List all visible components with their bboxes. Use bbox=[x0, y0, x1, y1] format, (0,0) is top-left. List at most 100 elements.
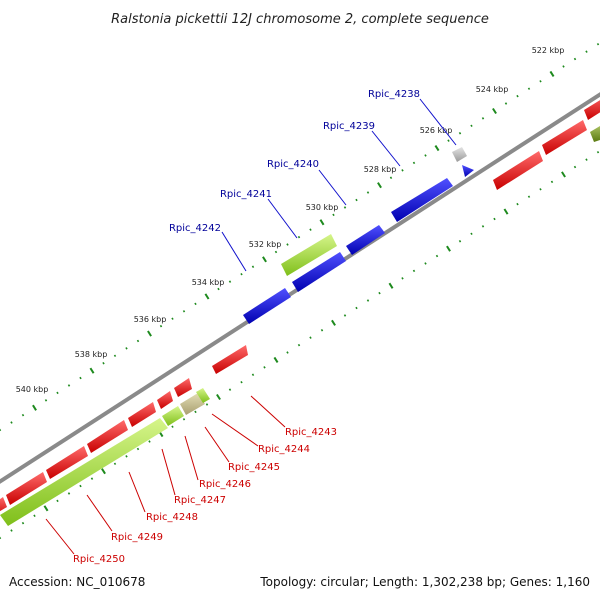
tick-mark bbox=[516, 94, 519, 98]
tick-mark bbox=[355, 306, 358, 310]
rna-gene-arrow[interactable] bbox=[196, 388, 210, 403]
tick-mark bbox=[32, 404, 37, 411]
rna-gene-arrow[interactable] bbox=[162, 406, 184, 426]
tick-mark bbox=[458, 239, 462, 243]
tick-mark bbox=[412, 269, 416, 273]
gene-label-rpic-4238[interactable]: Rpic_4238 bbox=[368, 89, 420, 100]
gene-arrow[interactable] bbox=[493, 151, 543, 190]
tick-mark bbox=[539, 188, 542, 191]
tick-mark bbox=[355, 198, 358, 202]
pseudo-gene-arrow[interactable] bbox=[180, 393, 205, 415]
gene-arrow[interactable] bbox=[0, 497, 7, 517]
tick-mark bbox=[136, 447, 140, 451]
reverse-label-leaders bbox=[45, 395, 286, 555]
rna-gene-arrow[interactable] bbox=[281, 234, 337, 276]
topology-summary: Topology: circular; Length: 1,302,238 bp… bbox=[259, 575, 590, 589]
gene-label-rpic-4239[interactable]: Rpic_4239 bbox=[323, 121, 375, 132]
tick-mark bbox=[504, 102, 508, 105]
gene-label-rpic-4244[interactable]: Rpic_4244 bbox=[258, 444, 310, 455]
tick-mark bbox=[549, 70, 555, 77]
tick-mark bbox=[366, 191, 370, 194]
gene-label-rpic-4247[interactable]: Rpic_4247 bbox=[174, 495, 226, 506]
tick-mark bbox=[79, 376, 82, 380]
map-title: Ralstonia pickettii 12J chromosome 2, co… bbox=[111, 12, 489, 27]
rna-gene-arrow[interactable] bbox=[0, 418, 168, 526]
gene-label-rpic-4241[interactable]: Rpic_4241 bbox=[220, 189, 272, 200]
tick-mark bbox=[596, 42, 600, 46]
tick-mark bbox=[113, 354, 117, 358]
gene-arrow-rpic-4240[interactable] bbox=[346, 225, 385, 255]
tick-mark bbox=[159, 324, 163, 328]
tick-mark bbox=[424, 154, 427, 157]
reverse-gene-labels: Rpic_4243 Rpic_4244 Rpic_4245 Rpic_4246 … bbox=[73, 427, 337, 565]
tick-mark bbox=[286, 243, 289, 246]
kbp-label: 540 kbp bbox=[16, 385, 49, 394]
tick-mark bbox=[136, 339, 140, 343]
tick-mark bbox=[412, 161, 416, 165]
forward-gene-labels: Rpic_4238 Rpic_4239 Rpic_4240 Rpic_4241 … bbox=[169, 89, 420, 234]
tick-mark bbox=[561, 171, 566, 178]
gene-label-rpic-4245[interactable]: Rpic_4245 bbox=[228, 462, 280, 473]
tick-mark bbox=[273, 356, 279, 363]
tick-mark bbox=[366, 299, 370, 302]
gene-arrow-rpic-4242[interactable] bbox=[243, 288, 291, 324]
gene-arrow-rpic-4247[interactable] bbox=[128, 402, 156, 427]
gene-arrow-rpic-4239[interactable] bbox=[391, 178, 453, 222]
tick-mark bbox=[228, 388, 232, 391]
gene-label-rpic-4242[interactable]: Rpic_4242 bbox=[169, 223, 221, 234]
tick-mark bbox=[309, 336, 312, 339]
tick-mark bbox=[388, 282, 394, 289]
tick-mark bbox=[240, 380, 243, 384]
tick-mark bbox=[319, 219, 325, 226]
tick-mark bbox=[274, 250, 278, 254]
tick-mark bbox=[539, 80, 542, 83]
gene-arrow-rpic-4238[interactable] bbox=[462, 165, 474, 177]
gene-arrow[interactable] bbox=[542, 120, 587, 155]
tick-mark bbox=[228, 280, 232, 283]
gene-label-rpic-4248[interactable]: Rpic_4248 bbox=[146, 512, 198, 523]
kbp-label: 530 kbp bbox=[306, 203, 339, 212]
gene-arrow-rpic-4248[interactable] bbox=[87, 420, 128, 453]
gene-label-rpic-4240[interactable]: Rpic_4240 bbox=[267, 159, 319, 170]
tick-mark bbox=[297, 235, 301, 239]
tick-mark bbox=[320, 328, 324, 332]
tick-mark bbox=[458, 131, 462, 135]
tick-mark bbox=[573, 57, 577, 61]
gene-label-rpic-4243[interactable]: Rpic_4243 bbox=[285, 427, 337, 438]
gene-arrow-rpic-4250[interactable] bbox=[6, 472, 47, 505]
forward-label-leaders bbox=[221, 98, 457, 272]
gene-arrow[interactable] bbox=[584, 94, 600, 120]
gene-arrow-rpic-4245[interactable] bbox=[157, 391, 173, 409]
tick-mark bbox=[89, 367, 95, 374]
gene-label-rpic-4250[interactable]: Rpic_4250 bbox=[73, 554, 125, 565]
gene-arrow-rpic-4243[interactable] bbox=[212, 345, 248, 374]
tick-mark bbox=[377, 182, 382, 189]
gene-label-rpic-4246[interactable]: Rpic_4246 bbox=[199, 479, 251, 490]
tick-mark bbox=[44, 399, 48, 402]
tick-mark bbox=[194, 410, 197, 414]
pseudo-gene-arrow[interactable] bbox=[452, 147, 467, 162]
tick-mark bbox=[102, 361, 105, 365]
rna-gene-arrow[interactable] bbox=[590, 126, 600, 142]
gene-arrow-rpic-4249[interactable] bbox=[46, 446, 88, 479]
gene-arrow-rpic-4244[interactable] bbox=[174, 378, 192, 397]
inner-tick-ring bbox=[0, 150, 600, 540]
tick-mark bbox=[194, 302, 197, 306]
tick-mark bbox=[101, 468, 106, 475]
tick-mark bbox=[527, 195, 531, 198]
tick-mark bbox=[216, 393, 221, 401]
tick-mark bbox=[182, 310, 186, 313]
kbp-label: 524 kbp bbox=[476, 85, 509, 94]
gene-label-rpic-4249[interactable]: Rpic_4249 bbox=[111, 532, 163, 543]
tick-mark bbox=[67, 384, 71, 387]
tick-mark bbox=[470, 124, 473, 128]
kbp-label: 522 kbp bbox=[532, 46, 565, 55]
tick-mark bbox=[343, 206, 347, 209]
gene-arrow-rpic-4241[interactable] bbox=[292, 252, 346, 292]
tick-mark bbox=[446, 245, 451, 252]
tick-mark bbox=[147, 330, 152, 337]
kbp-label: 532 kbp bbox=[249, 240, 282, 249]
tick-mark bbox=[492, 107, 497, 115]
kbp-label: 536 kbp bbox=[134, 315, 167, 324]
